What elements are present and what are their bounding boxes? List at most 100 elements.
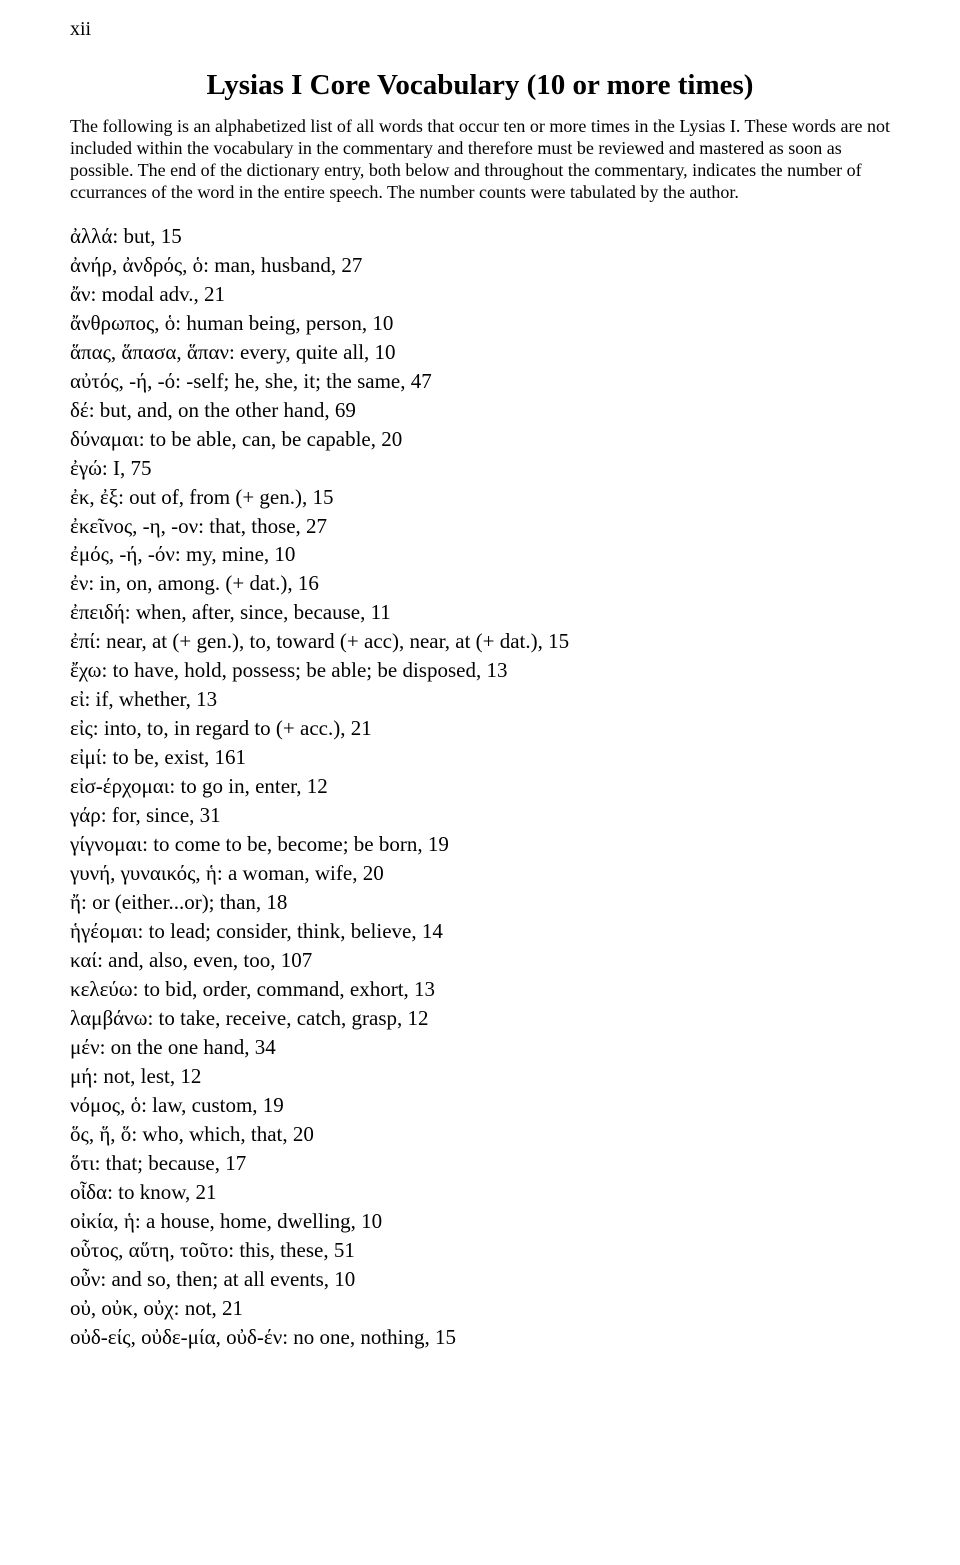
definition-text: : man, husband, 27 <box>203 253 362 277</box>
definition-text: : but, 15 <box>112 224 181 248</box>
greek-headword: δύναμαι <box>70 427 139 451</box>
definition-text: : to have, hold, possess; be able; be di… <box>102 658 508 682</box>
vocab-entry: δέ: but, and, on the other hand, 69 <box>70 396 890 425</box>
definition-text: : for, since, 31 <box>101 803 221 827</box>
greek-headword: οὐ, οὐκ, οὐχ <box>70 1296 174 1320</box>
definition-text: : not, lest, 12 <box>92 1064 201 1088</box>
definition-text: : law, custom, 19 <box>141 1093 284 1117</box>
definition-text: : no one, nothing, 15 <box>282 1325 456 1349</box>
definition-text: : to take, receive, catch, grasp, 12 <box>147 1006 428 1030</box>
vocab-entry: ὅτι: that; because, 17 <box>70 1149 890 1178</box>
definition-text: : if, whether, 13 <box>84 687 217 711</box>
definition-text: : to go in, enter, 12 <box>169 774 327 798</box>
definition-text: : every, quite all, 10 <box>229 340 396 364</box>
greek-headword: κελεύω <box>70 977 133 1001</box>
definition-text: : modal adv., 21 <box>91 282 226 306</box>
greek-headword: οὗτος, αὕτη, τοῦτο <box>70 1238 228 1262</box>
definition-text: : to come to be, become; be born, 19 <box>142 832 449 856</box>
vocab-entry: οἰκία, ἡ: a house, home, dwelling, 10 <box>70 1207 890 1236</box>
definition-text: : -self; he, she, it; the same, 47 <box>175 369 432 393</box>
greek-headword: ἄνθρωπος, ὁ <box>70 311 175 335</box>
definition-text: : and so, then; at all events, 10 <box>100 1267 355 1291</box>
vocab-entry: οὗτος, αὕτη, τοῦτο: this, these, 51 <box>70 1236 890 1265</box>
greek-headword: οὖν <box>70 1267 100 1291</box>
definition-text: : to bid, order, command, exhort, 13 <box>133 977 435 1001</box>
greek-headword: αὐτός, -ή, -ό <box>70 369 175 393</box>
vocab-entry: εἰ: if, whether, 13 <box>70 685 890 714</box>
vocabulary-list: ἀλλά: but, 15ἀνήρ, ἀνδρός, ὁ: man, husba… <box>70 222 890 1352</box>
definition-text: : in, on, among. (+ dat.), 16 <box>88 571 319 595</box>
greek-headword: οἶδα <box>70 1180 107 1204</box>
greek-headword: ἄν <box>70 282 91 306</box>
greek-headword: μή <box>70 1064 92 1088</box>
definition-text: : but, and, on the other hand, 69 <box>89 398 356 422</box>
greek-headword: ἅπας, ἅπασα, ἅπαν <box>70 340 229 364</box>
definition-text: : that; because, 17 <box>95 1151 247 1175</box>
definition-text: : and, also, even, too, 107 <box>97 948 312 972</box>
vocab-entry: εἰσ-έρχομαι: to go in, enter, 12 <box>70 772 890 801</box>
greek-headword: εἰ <box>70 687 84 711</box>
page-title: Lysias I Core Vocabulary (10 or more tim… <box>70 69 890 102</box>
definition-text: : into, to, in regard to (+ acc.), 21 <box>93 716 372 740</box>
greek-headword: εἰς <box>70 716 93 740</box>
greek-headword: ἐπί <box>70 629 95 653</box>
vocab-entry: δύναμαι: to be able, can, be capable, 20 <box>70 425 890 454</box>
definition-text: : a house, home, dwelling, 10 <box>135 1209 382 1233</box>
greek-headword: ἐν <box>70 571 88 595</box>
definition-text: : when, after, since, because, 11 <box>125 600 391 624</box>
greek-headword: ἔχω <box>70 658 102 682</box>
vocab-entry: οὐδ-είς, οὐδε-μία, οὐδ-έν: no one, nothi… <box>70 1323 890 1352</box>
vocab-entry: ἐγώ: I, 75 <box>70 454 890 483</box>
vocab-entry: εἰμί: to be, exist, 161 <box>70 743 890 772</box>
definition-text: : to know, 21 <box>107 1180 216 1204</box>
definition-text: : on the one hand, 34 <box>100 1035 276 1059</box>
vocab-entry: ὅς, ἥ, ὅ: who, which, that, 20 <box>70 1120 890 1149</box>
definition-text: : who, which, that, 20 <box>131 1122 314 1146</box>
greek-headword: ὅτι <box>70 1151 95 1175</box>
greek-headword: ἐπειδή <box>70 600 125 624</box>
vocab-entry: εἰς: into, to, in regard to (+ acc.), 21 <box>70 714 890 743</box>
greek-headword: καί <box>70 948 97 972</box>
greek-headword: εἰμί <box>70 745 101 769</box>
definition-text: : to be, exist, 161 <box>101 745 246 769</box>
vocab-entry: νόμος, ὁ: law, custom, 19 <box>70 1091 890 1120</box>
vocab-entry: ἀνήρ, ἀνδρός, ὁ: man, husband, 27 <box>70 251 890 280</box>
definition-text: : that, those, 27 <box>198 514 327 538</box>
greek-headword: δέ <box>70 398 89 422</box>
vocab-entry: ἐπί: near, at (+ gen.), to, toward (+ ac… <box>70 627 890 656</box>
vocab-entry: οὖν: and so, then; at all events, 10 <box>70 1265 890 1294</box>
greek-headword: λαμβάνω <box>70 1006 147 1030</box>
definition-text: : I, 75 <box>102 456 152 480</box>
vocab-entry: ἅπας, ἅπασα, ἅπαν: every, quite all, 10 <box>70 338 890 367</box>
definition-text: : to be able, can, be capable, 20 <box>139 427 403 451</box>
intro-paragraph: The following is an alphabetized list of… <box>70 116 890 204</box>
greek-headword: ἐκεῖνος, -η, -ον <box>70 514 198 538</box>
vocab-entry: οὐ, οὐκ, οὐχ: not, 21 <box>70 1294 890 1323</box>
greek-headword: νόμος, ὁ <box>70 1093 141 1117</box>
vocab-entry: μή: not, lest, 12 <box>70 1062 890 1091</box>
vocab-entry: αὐτός, -ή, -ό: -self; he, she, it; the s… <box>70 367 890 396</box>
greek-headword: οὐδ-είς, οὐδε-μία, οὐδ-έν <box>70 1325 282 1349</box>
vocab-entry: ἔχω: to have, hold, possess; be able; be… <box>70 656 890 685</box>
greek-headword: ἐγώ <box>70 456 102 480</box>
vocab-entry: γίγνομαι: to come to be, become; be born… <box>70 830 890 859</box>
greek-headword: ἐμός, -ή, -όν <box>70 542 175 566</box>
definition-text: : a woman, wife, 20 <box>217 861 384 885</box>
vocab-entry: γάρ: for, since, 31 <box>70 801 890 830</box>
definition-text: : human being, person, 10 <box>175 311 393 335</box>
greek-headword: γάρ <box>70 803 101 827</box>
vocab-entry: ἄνθρωπος, ὁ: human being, person, 10 <box>70 309 890 338</box>
greek-headword: γίγνομαι <box>70 832 142 856</box>
definition-text: : near, at (+ gen.), to, toward (+ acc),… <box>95 629 569 653</box>
vocab-entry: ἤ: or (either...or); than, 18 <box>70 888 890 917</box>
greek-headword: οἰκία, ἡ <box>70 1209 135 1233</box>
greek-headword: μέν <box>70 1035 100 1059</box>
definition-text: : or (either...or); than, 18 <box>81 890 287 914</box>
vocab-entry: λαμβάνω: to take, receive, catch, grasp,… <box>70 1004 890 1033</box>
page-number: xii <box>70 18 890 41</box>
vocab-entry: ἐπειδή: when, after, since, because, 11 <box>70 598 890 627</box>
vocab-entry: γυνή, γυναικός, ἡ: a woman, wife, 20 <box>70 859 890 888</box>
vocab-entry: κελεύω: to bid, order, command, exhort, … <box>70 975 890 1004</box>
definition-text: : out of, from (+ gen.), 15 <box>118 485 333 509</box>
vocab-entry: ἐκεῖνος, -η, -ον: that, those, 27 <box>70 512 890 541</box>
